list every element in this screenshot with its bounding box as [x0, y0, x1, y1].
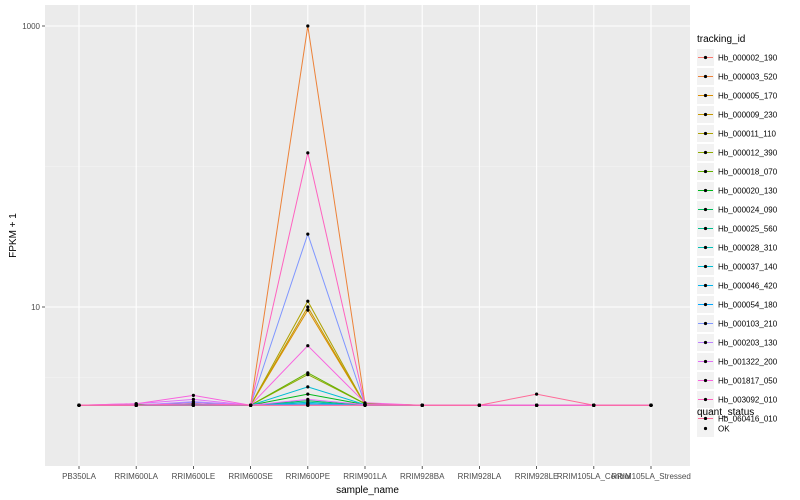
y-axis-title: FPKM + 1: [8, 213, 19, 258]
x-tick-label: RRIM600LE: [172, 472, 216, 481]
legend-quant-status: quant_status OK: [697, 407, 754, 437]
data-point: [535, 392, 539, 396]
legend-key-point: [703, 378, 708, 383]
legend-label: Hb_000011_110: [718, 130, 777, 139]
x-tick-label: RRIM928BA: [400, 472, 445, 481]
legend-key-point: [703, 150, 708, 155]
legend-label: Hb_000103_210: [718, 320, 778, 329]
data-point: [477, 403, 481, 407]
x-axis: PB350LA RRIM600LA RRIM600LE RRIM600SE RRIM60…: [62, 466, 691, 481]
legend-key-point: [703, 74, 708, 79]
plot-panel: [45, 5, 690, 466]
x-tick-label: RRIM600LA: [114, 472, 158, 481]
data-point: [306, 385, 310, 389]
data-point: [249, 403, 253, 407]
x-tick-label: RRIM105LA_Control: [557, 472, 631, 481]
legend-key-point: [703, 359, 708, 364]
data-point: [191, 393, 195, 397]
y-axis: 10 1000: [22, 22, 45, 312]
data-point: [306, 371, 310, 375]
legend-label: Hb_000203_130: [718, 339, 778, 348]
data-point: [306, 344, 310, 348]
legend-key-point: [703, 93, 708, 98]
data-point: [306, 403, 310, 407]
legend2-label: OK: [718, 425, 730, 434]
data-point: [592, 403, 596, 407]
legend-key-point: [703, 283, 708, 288]
legend2-key-point: [703, 426, 708, 431]
legend-key-point: [703, 169, 708, 174]
legend-label: Hb_000009_230: [718, 111, 778, 120]
x-tick-label: RRIM600PE: [286, 472, 330, 481]
x-tick-label: RRIM928LA: [458, 472, 502, 481]
legend-label: Hb_060416_010: [718, 415, 778, 424]
panel-background: [45, 5, 690, 466]
y-tick-label: 1000: [22, 22, 40, 31]
data-point: [134, 403, 138, 407]
legend-key-point: [703, 321, 708, 326]
legend-label: Hb_000020_130: [718, 187, 778, 196]
x-tick-label: RRIM105LA_Stressed: [611, 472, 691, 481]
x-tick-label: RRIM928LE: [515, 472, 559, 481]
legend-label: Hb_000003_520: [718, 73, 778, 82]
data-point: [535, 403, 539, 407]
x-axis-title: sample_name: [336, 485, 399, 496]
legend-key-point: [703, 207, 708, 212]
legend-key-point: [703, 188, 708, 193]
legend-label: Hb_000012_390: [718, 149, 778, 158]
data-point: [306, 308, 310, 312]
legend-key-point: [703, 226, 708, 231]
data-point: [77, 403, 81, 407]
legend-key-point: [703, 112, 708, 117]
legend: tracking_id Hb_000002_190 Hb_000003_520 Hb…: [697, 34, 778, 427]
legend-key-point: [703, 340, 708, 345]
data-point: [306, 305, 310, 309]
data-point: [363, 403, 367, 407]
legend-label: Hb_001322_200: [718, 358, 778, 367]
legend-label: Hb_000024_090: [718, 206, 778, 215]
legend-label: Hb_000046_420: [718, 282, 778, 291]
legend-label: Hb_000037_140: [718, 263, 778, 272]
legend-key-point: [703, 397, 708, 402]
x-tick-label: PB350LA: [62, 472, 96, 481]
data-point: [191, 397, 195, 401]
data-point: [306, 24, 310, 28]
data-point: [306, 151, 310, 155]
data-point: [306, 397, 310, 401]
data-point: [306, 392, 310, 396]
data-point: [191, 403, 195, 407]
legend-label: Hb_000028_310: [718, 244, 778, 253]
legend-key-point: [703, 264, 708, 269]
legend-key-point: [703, 55, 708, 60]
legend-label: Hb_000025_560: [718, 225, 778, 234]
legend-label: Hb_000018_070: [718, 168, 778, 177]
data-point: [306, 232, 310, 236]
data-point: [306, 299, 310, 303]
legend-title: tracking_id: [697, 34, 745, 45]
legend-label: Hb_000005_170: [718, 92, 778, 101]
legend-label: Hb_000054_180: [718, 301, 778, 310]
legend-key-point: [703, 245, 708, 250]
legend2-title: quant_status: [697, 407, 754, 418]
data-point: [420, 403, 424, 407]
legend-key-point: [703, 416, 708, 421]
x-tick-label: RRIM600SE: [228, 472, 272, 481]
legend-label: Hb_003092_010: [718, 396, 778, 405]
x-tick-label: RRIM901LA: [343, 472, 387, 481]
legend-key-point: [703, 302, 708, 307]
legend-key-point: [703, 131, 708, 136]
data-point: [649, 403, 653, 407]
legend-label: Hb_000002_190: [718, 54, 778, 63]
y-tick-label: 10: [31, 303, 40, 312]
legend-label: Hb_001817_050: [718, 377, 778, 386]
